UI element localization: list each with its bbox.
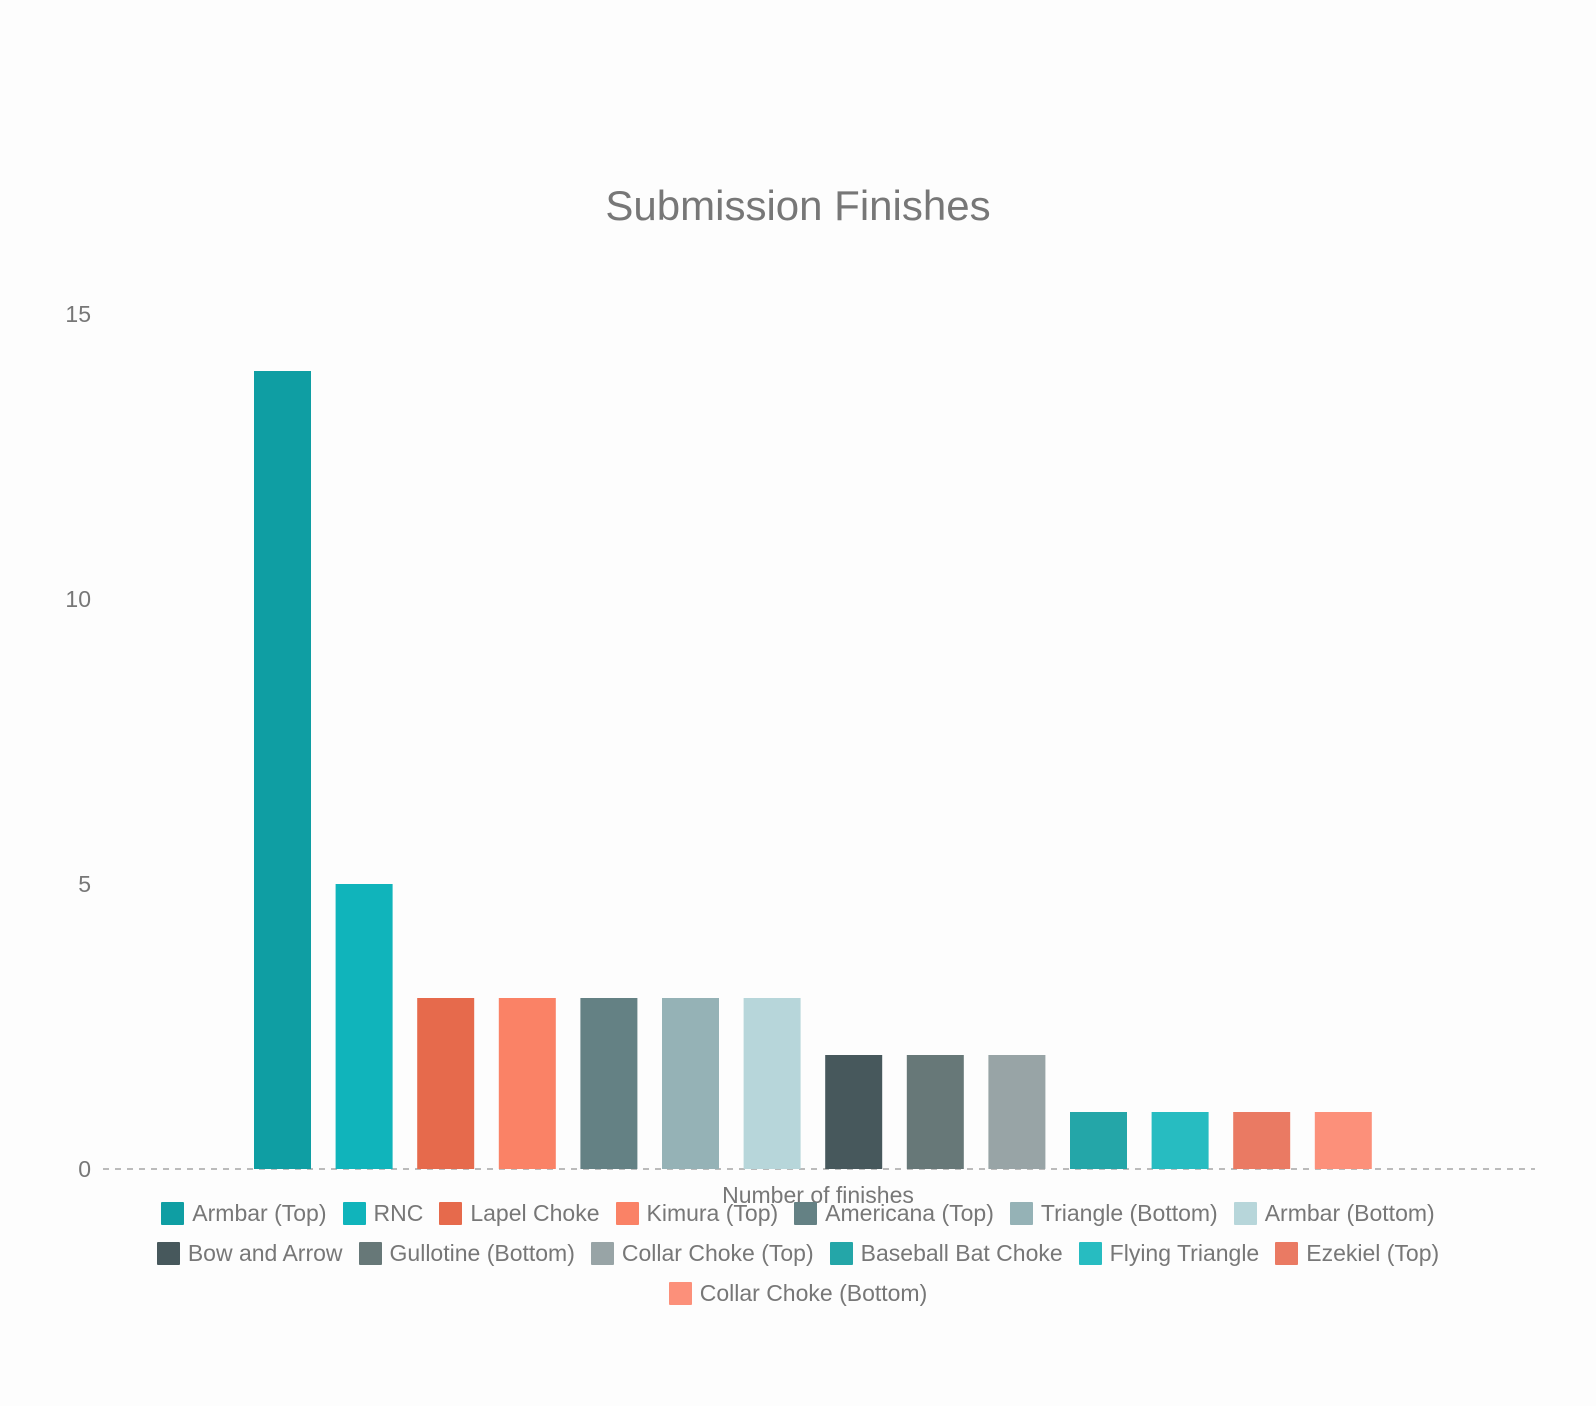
legend: Armbar (Top) RNC Lapel Choke Kimura (Top) Am… bbox=[110, 1200, 1486, 1307]
legend-item[interactable]: Lapel Choke bbox=[439, 1200, 600, 1227]
bar[interactable] bbox=[988, 1055, 1046, 1169]
legend-item[interactable]: Armbar (Bottom) bbox=[1233, 1200, 1435, 1227]
bar[interactable] bbox=[335, 884, 393, 1169]
legend-swatch bbox=[668, 1282, 692, 1305]
legend-item[interactable]: Ezekiel (Top) bbox=[1275, 1240, 1439, 1267]
bar[interactable] bbox=[1151, 1112, 1209, 1169]
bar[interactable] bbox=[580, 998, 638, 1169]
legend-swatch bbox=[1275, 1242, 1299, 1265]
legend-label: Armbar (Bottom) bbox=[1264, 1200, 1435, 1226]
legend-swatch bbox=[1009, 1202, 1033, 1225]
legend-swatch bbox=[829, 1242, 853, 1265]
legend-label: Flying Triangle bbox=[1109, 1240, 1260, 1266]
bar[interactable] bbox=[417, 998, 475, 1169]
legend-label: Bow and Arrow bbox=[187, 1240, 343, 1266]
bar[interactable] bbox=[662, 998, 719, 1169]
legend-item[interactable]: Flying Triangle bbox=[1078, 1240, 1260, 1267]
bar[interactable] bbox=[1233, 1112, 1291, 1169]
legend-label: Collar Choke (Bottom) bbox=[699, 1280, 928, 1306]
legend-label: Triangle (Bottom) bbox=[1040, 1200, 1218, 1226]
bar[interactable] bbox=[906, 1055, 964, 1169]
y-axis: 0 5 10 15 bbox=[65, 301, 91, 1182]
legend-swatch bbox=[439, 1202, 463, 1225]
y-tick-label: 0 bbox=[78, 1156, 91, 1182]
legend-label: Baseball Bat Choke bbox=[860, 1240, 1063, 1266]
legend-label: Kimura (Top) bbox=[646, 1200, 779, 1226]
legend-label: Armbar (Top) bbox=[192, 1200, 327, 1226]
legend-item[interactable]: Bow and Arrow bbox=[156, 1240, 343, 1267]
y-tick-label: 15 bbox=[65, 301, 91, 327]
legend-label: Collar Choke (Top) bbox=[621, 1240, 814, 1266]
legend-item[interactable]: Baseball Bat Choke bbox=[829, 1240, 1063, 1267]
y-tick-label: 10 bbox=[65, 586, 91, 612]
legend-label: Americana (Top) bbox=[825, 1200, 994, 1226]
legend-swatch bbox=[156, 1242, 180, 1265]
legend-item[interactable]: Kimura (Top) bbox=[615, 1200, 779, 1227]
bars bbox=[254, 371, 1372, 1169]
bar[interactable] bbox=[743, 998, 801, 1169]
legend-label: Gullotine (Bottom) bbox=[389, 1240, 575, 1266]
legend-item[interactable]: Collar Choke (Top) bbox=[590, 1240, 814, 1267]
legend-swatch bbox=[342, 1202, 366, 1225]
x-axis-label: Number of finishes bbox=[722, 1182, 914, 1208]
legend-swatch bbox=[358, 1242, 382, 1265]
legend-swatch bbox=[1078, 1242, 1102, 1265]
legend-swatch bbox=[1233, 1202, 1257, 1225]
legend-label: Ezekiel (Top) bbox=[1306, 1240, 1440, 1266]
legend-item[interactable]: Collar Choke (Bottom) bbox=[668, 1280, 928, 1307]
bar[interactable] bbox=[1314, 1112, 1372, 1169]
legend-swatch bbox=[590, 1242, 614, 1265]
legend-label: Lapel Choke bbox=[470, 1200, 600, 1226]
legend-item[interactable]: RNC bbox=[342, 1200, 424, 1227]
legend-swatch bbox=[161, 1202, 185, 1225]
y-tick-label: 5 bbox=[78, 871, 91, 897]
legend-swatch bbox=[615, 1202, 639, 1225]
bar[interactable] bbox=[254, 371, 311, 1169]
bar[interactable] bbox=[1070, 1112, 1127, 1169]
legend-swatch bbox=[794, 1202, 818, 1225]
legend-item[interactable]: Triangle (Bottom) bbox=[1009, 1200, 1218, 1227]
legend-label: RNC bbox=[373, 1200, 424, 1226]
legend-item[interactable]: Gullotine (Bottom) bbox=[358, 1240, 575, 1267]
chart-title: Submission Finishes bbox=[605, 182, 990, 229]
bar[interactable] bbox=[825, 1055, 883, 1169]
legend-item[interactable]: Americana (Top) bbox=[794, 1200, 994, 1227]
bar[interactable] bbox=[498, 998, 556, 1169]
legend-item[interactable]: Armbar (Top) bbox=[161, 1200, 327, 1227]
